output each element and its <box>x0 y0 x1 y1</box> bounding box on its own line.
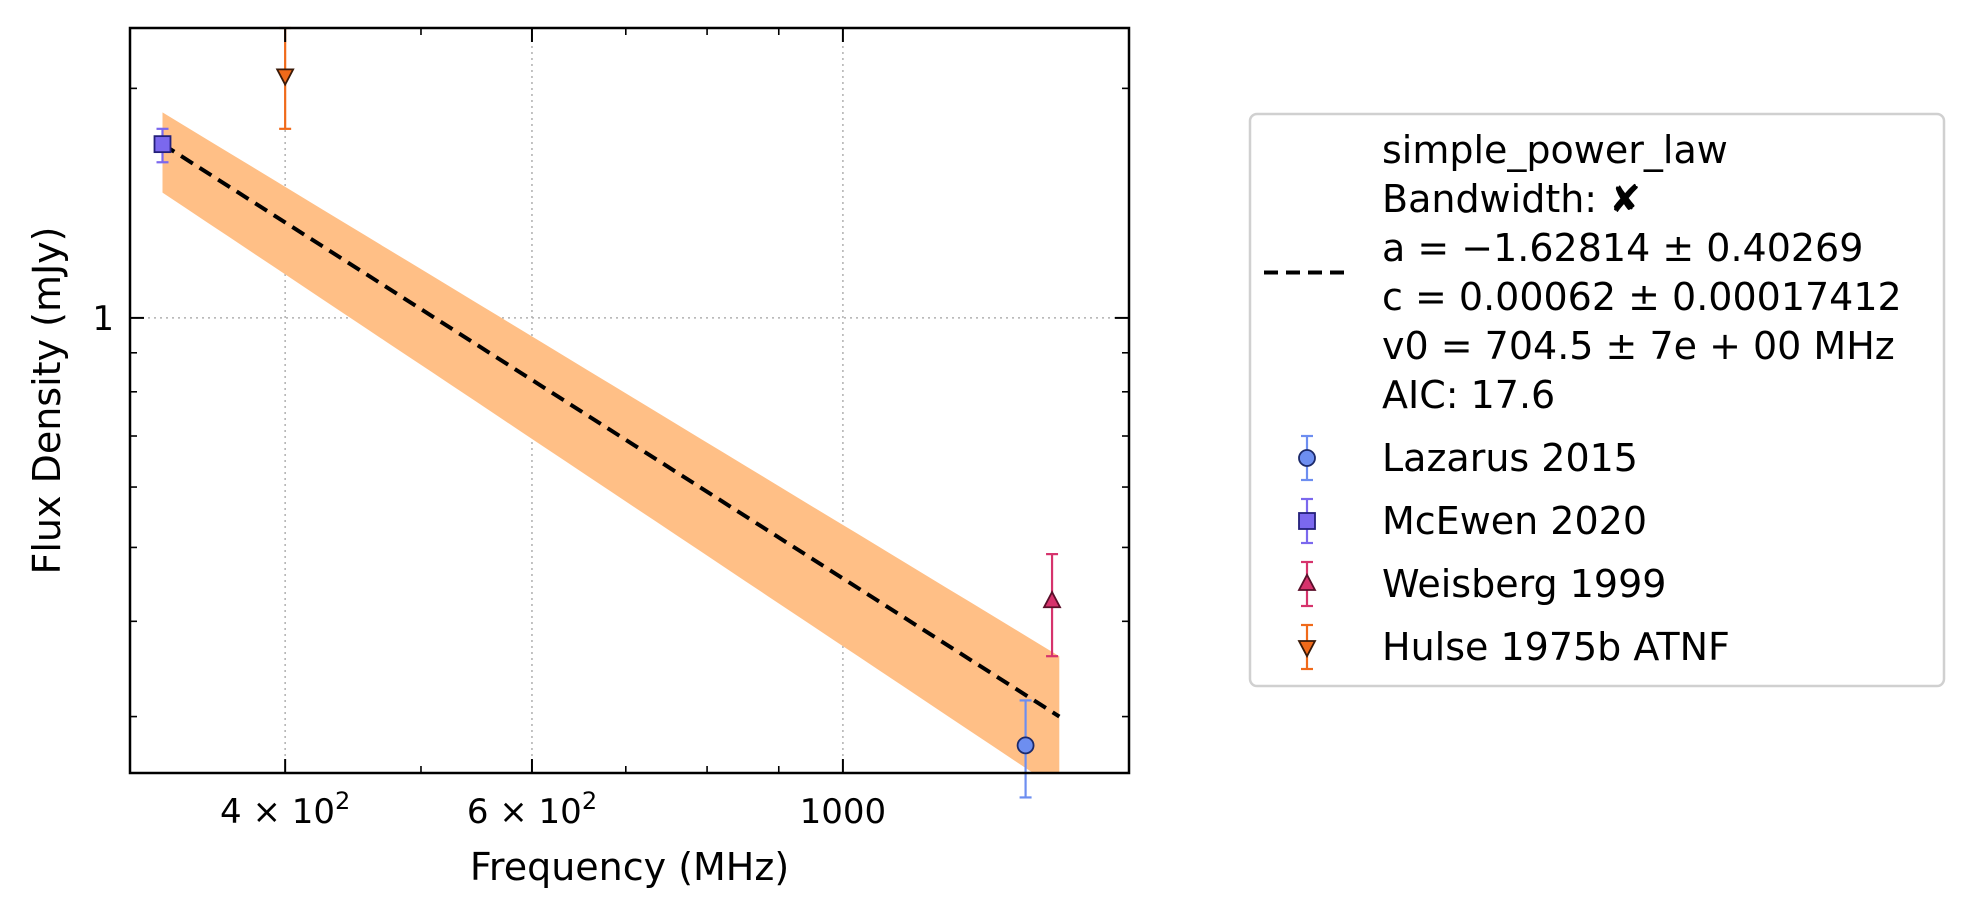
x-tick-exponent: 2 <box>335 787 350 815</box>
legend-fit-text: c = 0.00062 ± 0.00017412 <box>1382 275 1902 319</box>
legend-fit-text: a = −1.62814 ± 0.40269 <box>1382 226 1863 270</box>
data-point <box>1016 736 1035 755</box>
legend-series-label: McEwen 2020 <box>1382 499 1647 543</box>
fit-uncertainty-band <box>162 112 1060 773</box>
fit-band <box>162 112 1060 773</box>
legend: simple_power_law Bandwidth: ✘ a = −1.62814… <box>1248 112 1946 688</box>
data-point <box>275 68 295 87</box>
legend-fit-text: AIC: 17.6 <box>1382 373 1555 417</box>
legend-marker <box>1298 512 1316 530</box>
x-tick-label: 1000 <box>800 792 887 832</box>
fit-line <box>161 142 1061 719</box>
plot-frame <box>128 26 1131 775</box>
legend-series-label: Lazarus 2015 <box>1382 436 1638 480</box>
fit-line-group <box>161 142 1061 719</box>
legend-fit-text: simple_power_law <box>1382 128 1728 172</box>
legend-fit-text: Bandwidth: ✘ <box>1382 177 1641 221</box>
legend-marker <box>1298 449 1316 467</box>
legend-fit-text: v0 = 704.5 ± 7e + 00 MHz <box>1382 324 1895 368</box>
data-point <box>1042 590 1062 609</box>
legend-box <box>1248 112 1946 688</box>
legend-series-label: Hulse 1975b ATNF <box>1382 625 1730 669</box>
x-tick-exponent: 2 <box>582 787 597 815</box>
x-tick-label: 4 × 102 <box>220 787 350 832</box>
axes: 4 × 102 6 × 102 1000 1 <box>92 26 1131 832</box>
x-axis-label: Frequency (MHz) <box>470 845 789 889</box>
y-tick-label: 1 <box>92 299 114 339</box>
legend-marker <box>1297 640 1317 659</box>
y-axis-label: Flux Density (mJy) <box>25 227 69 575</box>
x-tick-label: 6 × 102 <box>467 787 597 832</box>
legend-series-label: Weisberg 1999 <box>1382 562 1666 606</box>
data-point <box>153 135 172 154</box>
legend-marker <box>1297 572 1317 591</box>
